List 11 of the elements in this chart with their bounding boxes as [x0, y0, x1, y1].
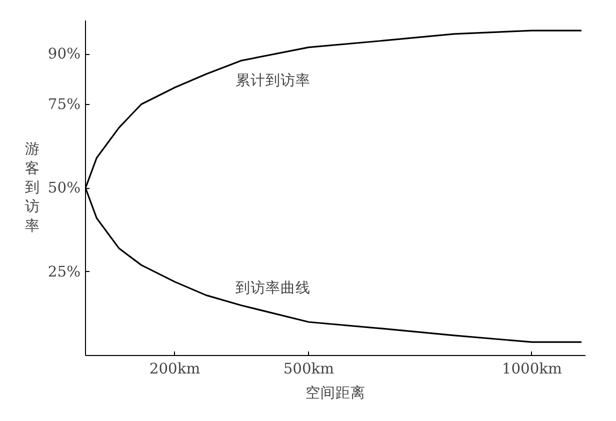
series-label: 累计到访率 — [236, 72, 310, 89]
y-tick-label: 50% — [48, 180, 81, 196]
y-tick-label: 90% — [48, 46, 81, 62]
y-tick-label: 25% — [48, 263, 81, 280]
y-axis-title: 游客到访率 — [24, 140, 40, 234]
x-tick-label: 500km — [283, 360, 334, 378]
y-tick-label: 75% — [48, 96, 81, 113]
x-tick-label: 200km — [149, 360, 200, 378]
x-axis-title: 空间距离 — [306, 384, 366, 402]
x-tick-label: 1000km — [502, 360, 562, 378]
series-label: 到访率曲线 — [236, 280, 310, 296]
